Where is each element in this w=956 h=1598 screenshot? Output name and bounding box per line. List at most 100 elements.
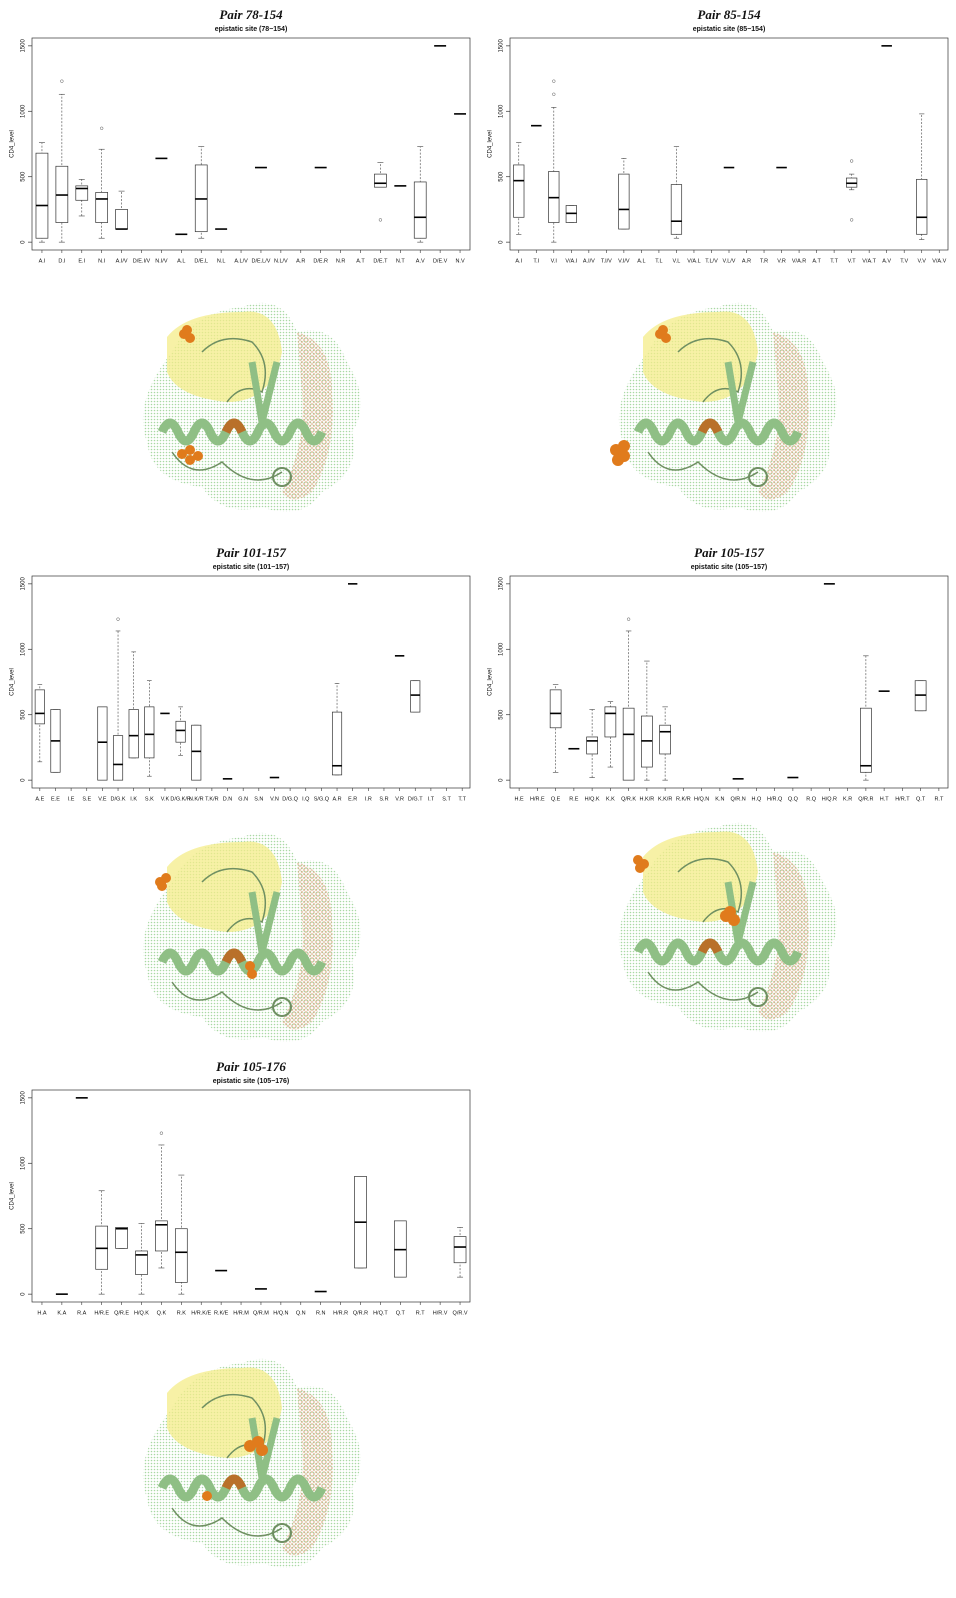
x-tick-label: N.I/V: [155, 258, 168, 264]
x-tick-label: H/R.E: [530, 796, 545, 802]
x-tick-label: I.T: [428, 796, 435, 802]
x-tick-label: N.K/R: [189, 796, 204, 802]
x-tick-label: Q/R.K: [621, 796, 636, 802]
y-tick-label: 0: [499, 778, 505, 782]
x-tick-label: H/R.R: [333, 1310, 348, 1316]
box: [115, 1227, 128, 1249]
x-tick-label: S.T: [442, 796, 451, 802]
outlier: [100, 126, 104, 130]
x-tick-label: S.K: [145, 796, 154, 802]
y-tick-label: 0: [21, 778, 27, 782]
x-tick-label: E.I: [78, 258, 85, 264]
x-tick-label: A.T: [356, 258, 365, 264]
chart-subtitle: epistatic site (105−176): [213, 1078, 289, 1085]
x-tick-label: V.L: [673, 258, 681, 264]
x-tick-label: H/R.V: [433, 1310, 448, 1316]
x-tick-label: R.T: [416, 1310, 426, 1316]
chart-title: Pair 105-176: [216, 1059, 286, 1074]
x-tick-label: A.V: [882, 258, 891, 264]
chart-panel: Pair 85-154 epistatic site (85−154) CD4_le…: [488, 7, 949, 264]
x-tick-label: D/E.L/V: [251, 258, 270, 264]
x-tick-label: H.K/R: [640, 796, 655, 802]
box: [155, 1220, 168, 1252]
x-tick-label: N.V: [455, 258, 465, 264]
box: [97, 706, 108, 781]
box: [549, 689, 562, 729]
x-tick-label: V.I: [551, 258, 558, 264]
x-tick-label: D/E.I/V: [133, 258, 151, 264]
x-tick-label: H/R.T: [895, 796, 910, 802]
box: [410, 680, 421, 713]
x-tick-label: V.I/V: [618, 258, 630, 264]
x-tick-label: R.Q: [806, 796, 817, 802]
y-tick-label: 1500: [499, 39, 505, 53]
outlier: [60, 79, 64, 83]
x-tick-label: V/A.V: [932, 258, 946, 264]
y-axis-label: CD4_level: [10, 130, 16, 158]
x-tick-label: D.N: [223, 796, 233, 802]
x-tick-label: R.K: [177, 1310, 187, 1316]
y-tick-label: 500: [499, 171, 505, 182]
outlier: [552, 92, 556, 96]
x-tick-label: T.I/V: [601, 258, 612, 264]
x-tick-label: E.R: [348, 796, 357, 802]
x-tick-label: D/E.L: [194, 258, 208, 264]
x-tick-label: A.I: [39, 258, 46, 264]
outlier: [552, 79, 556, 83]
outlier: [159, 1131, 164, 1135]
x-tick-label: R.K/R: [676, 796, 691, 802]
x-tick-label: Q.Q: [788, 796, 799, 802]
outlier: [849, 218, 854, 222]
x-tick-label: T.I: [533, 258, 539, 264]
x-tick-label: Q/R.E: [114, 1310, 129, 1316]
x-tick-label: V/A.R: [792, 258, 806, 264]
protein-image: [143, 303, 361, 512]
x-tick-label: A.L: [637, 258, 645, 264]
box: [374, 173, 387, 188]
x-tick-label: R.K/E: [214, 1310, 229, 1316]
y-axis-label: CD4_level: [488, 130, 494, 158]
y-tick-label: 500: [21, 1223, 27, 1234]
chart-title: Pair 105-157: [694, 545, 764, 560]
x-tick-label: N.L: [217, 258, 226, 264]
x-tick-label: A.L: [177, 258, 185, 264]
x-tick-label: R.T: [934, 796, 944, 802]
x-tick-label: H.A: [37, 1310, 47, 1316]
chart-panel: Pair 101-157 epistatic site (101−157) CD4_…: [10, 545, 471, 802]
y-tick-label: 1000: [21, 642, 27, 656]
x-tick-label: K.K/R: [658, 796, 672, 802]
x-tick-label: Q/R.R: [353, 1310, 368, 1316]
y-tick-label: 1000: [499, 642, 505, 656]
outlier: [626, 617, 631, 621]
y-tick-label: 1500: [21, 39, 27, 53]
x-tick-label: G.N: [238, 796, 248, 802]
protein-image: [143, 833, 361, 1042]
plot-frame: [31, 1089, 471, 1303]
x-tick-label: Q/R.N: [730, 796, 745, 802]
x-tick-label: K.R: [843, 796, 852, 802]
x-tick-label: A.V: [416, 258, 425, 264]
chart-subtitle: epistatic site (101−157): [213, 564, 289, 571]
x-tick-label: V.E: [98, 796, 107, 802]
box: [659, 724, 671, 755]
x-tick-label: A.L/V: [234, 258, 248, 264]
outlier: [378, 218, 383, 222]
x-tick-label: V/A.I: [565, 258, 577, 264]
box: [413, 181, 427, 239]
chart-panel: Pair 105-157 epistatic site (105−157) CD4_…: [488, 545, 949, 802]
y-tick-label: 1000: [21, 1156, 27, 1170]
x-tick-label: H.E: [515, 796, 525, 802]
box: [115, 209, 128, 230]
x-tick-label: T.V: [900, 258, 908, 264]
box: [513, 164, 525, 218]
y-tick-label: 500: [21, 709, 27, 720]
x-tick-label: A.I/V: [116, 258, 128, 264]
x-tick-label: A.I: [515, 258, 522, 264]
x-tick-label: H.T: [880, 796, 890, 802]
x-tick-label: Q.E: [551, 796, 561, 802]
x-tick-label: E.E: [51, 796, 60, 802]
x-tick-label: H/R.M: [233, 1310, 249, 1316]
x-tick-label: T.R: [760, 258, 768, 264]
x-tick-label: I.R: [365, 796, 372, 802]
